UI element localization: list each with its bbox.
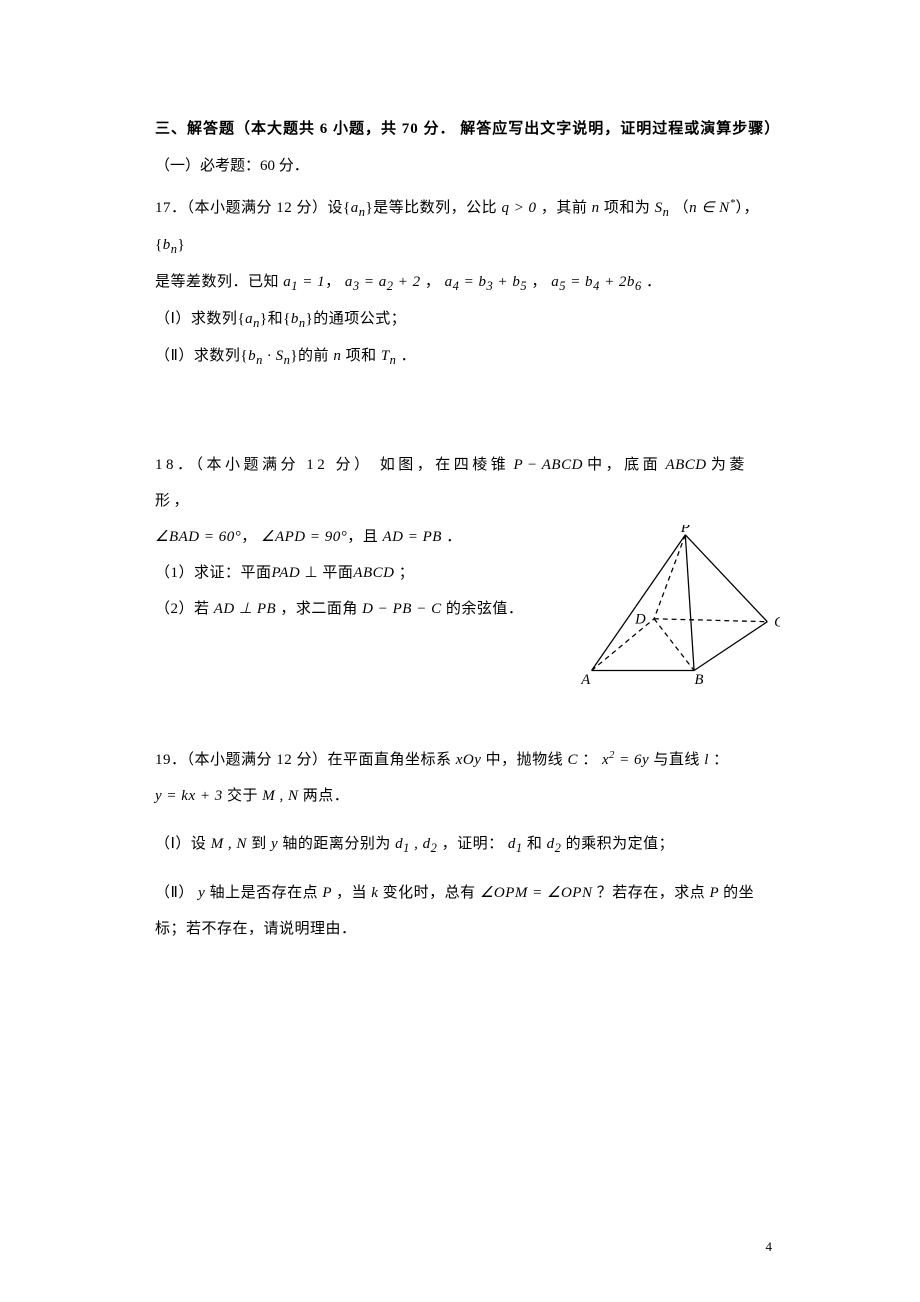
p19-p1-mid1: 到 [251,836,267,852]
p19-p2-mid3: 变化时，总有 [383,885,476,901]
p17-p1-pre: （Ⅰ）求数列 [155,311,237,327]
p17-paren-n: （n ∈ N*） [674,200,744,216]
p18-p2-mid: ，求二面角 [280,601,358,617]
p19-colon: ： [582,752,598,768]
p17-line2-start: 是等差数列．已知 [155,274,279,290]
p19-p2-y: y [194,885,210,901]
p19-p2-mid4: ？若存在，求点 [597,885,706,901]
p19-p1-mid3: ，证明： [442,836,504,852]
p18-bad: ∠BAD = 60° [155,529,241,545]
p19-d1d2: d1 , d2 [391,836,442,852]
p17-tn: Tn [377,348,401,364]
p17-p2-seq: {bn · Sn} [240,348,298,364]
p19-mn: M , N [258,788,303,804]
p19-p2-k: k [367,885,383,901]
p19-p1-and: 和 [527,836,543,852]
pyramid-figure: P A B C D [575,525,780,695]
p17-seq-b: {bn} [155,237,185,253]
label-d: D [634,612,646,628]
p19-d2: d2 [542,836,565,852]
p17-n: n [587,200,604,216]
p19-l2-mid: 交于 [227,788,258,804]
label-c: C [774,615,780,631]
p17-mid1: 是等比数列，公比 [373,200,497,216]
p18-abcd: ABCD [661,457,711,473]
page-number: 4 [766,1235,773,1260]
p17-a1: a1 = 1 [279,274,325,290]
p17-seq-a: {an} [343,200,373,216]
p17-p2-mid: 的前 [298,348,329,364]
label-b: B [695,672,704,688]
problem-17: 17．（本小题满分 12 分）设{an}是等比数列，公比 q > 0 ，其前 n… [155,190,775,375]
p19-p2-mid2: ，当 [336,885,367,901]
p19-line: y = kx + 3 [155,788,227,804]
label-a: A [580,672,590,688]
p19-p2-P: P [318,885,336,901]
p18-p2-pre: （2）若 [155,601,210,617]
p19-c: C [563,752,582,768]
p18-apd: ∠APD = 90° [257,529,347,545]
sub-header: （一）必考题：60 分． [155,152,775,181]
p18-p2-cond: AD ⊥ PB [210,601,281,617]
p17-a4: a4 = b3 + b5 [440,274,531,290]
p18-adpb: AD = PB [378,529,446,545]
p19-mid1: 中，抛物线 [486,752,564,768]
p18-opening: 18．（本小题满分 12 分） 如图，在四棱锥 [155,457,509,473]
section-header: 三、解答题（本大题共 6 小题，共 70 分． 解答应写出文字说明，证明过程或演… [155,115,775,144]
p19-l: l [700,752,713,768]
p17-p2-n: n [329,348,346,364]
p17-a5: a5 = b4 + 2b6 [547,274,646,290]
p19-xoy: xOy [452,752,486,768]
p18-p2-dihedral: D − PB − C [358,601,446,617]
p17-p2-pre: （Ⅱ）求数列 [155,348,240,364]
p18-p2-post: 的余弦值． [446,601,524,617]
p17-p1-an: {an} [237,311,267,327]
p17-mid3: 项和为 [604,200,651,216]
p17-opening: 17．（本小题满分 12 分）设 [155,200,343,216]
p17-p2-post: 项和 [346,348,377,364]
p19-p2-angles: ∠OPM = ∠OPN [476,885,597,901]
p17-period2: ． [401,348,417,364]
p18-and: ，且 [347,529,378,545]
p19-p1-pre: （Ⅰ）设 [155,836,206,852]
problem-18: 18．（本小题满分 12 分） 如图，在四棱锥 P − ABCD 中，底面 AB… [155,447,775,627]
p19-mid2: 与直线 [653,752,700,768]
p19-p1-post: 的乘积为定值； [566,836,675,852]
p19-p3: 标；若不存在，请说明理由． [155,921,357,937]
p19-p2-P2: P [705,885,723,901]
p17-comma: ， [743,200,759,216]
p19-parabola: x2 = 6y [598,752,654,768]
p18-mid1: 中，底面 [587,457,661,473]
p19-p2-post: 的坐 [723,885,754,901]
p19-p1-mn: M , N [206,836,251,852]
p19-p2-mid1: 轴上是否存在点 [210,885,319,901]
p17-p1-bn: {bn} [283,311,313,327]
p17-mid2: ，其前 [541,200,588,216]
p19-d1: d1 [504,836,527,852]
p17-qcond: q > 0 [497,200,541,216]
p19-p2-pre: （Ⅱ） [155,885,194,901]
problem-19: 19．（本小题满分 12 分）在平面直角坐标系 xOy 中，抛物线 C ： x2… [155,742,775,947]
p17-a3: a3 = a2 + 2 [341,274,425,290]
p19-p1-mid2: 轴的距离分别为 [282,836,391,852]
p18-p1: （1）求证：平面PAD ⊥ 平面ABCD ； [155,565,414,581]
label-p: P [680,525,690,536]
p19-p1-y: y [267,836,283,852]
p17-p1-post: 的通项公式； [313,311,406,327]
p19-l2-post: 两点． [303,788,350,804]
p18-pabcd: P − ABCD [509,457,587,473]
p17-p1-and: 和 [268,311,284,327]
p17-period: ． [646,274,662,290]
p17-sn: Sn [650,200,673,216]
p19-opening: 19．（本小题满分 12 分）在平面直角坐标系 [155,752,452,768]
